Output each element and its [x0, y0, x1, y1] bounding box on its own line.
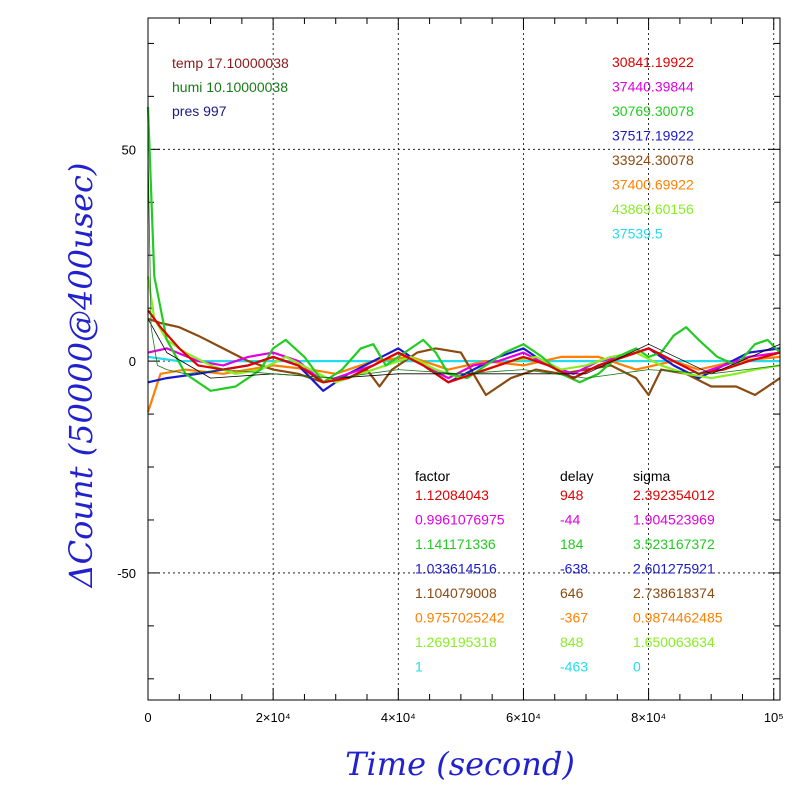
stats-sigma: 1.904523969	[633, 512, 715, 528]
stats-table: factor delay sigma 1.12084043 948 2.392354012…	[415, 468, 723, 675]
stats-sigma: 2.601275921	[633, 561, 715, 577]
stats-factor: 1	[415, 659, 423, 675]
series-group	[146, 106, 781, 413]
stats-sigma: 2.738618374	[633, 585, 715, 601]
stats-factor: 0.9757025242	[415, 610, 505, 626]
stats-factor: 0.9961076975	[415, 512, 505, 528]
y-axis-title: ΔCount (50000@400usec)	[62, 163, 100, 590]
series-line-10	[147, 149, 781, 379]
stats-delay: -638	[560, 561, 588, 577]
stats-header-factor: factor	[415, 468, 450, 484]
series-line-9	[147, 318, 781, 379]
mean-label: 30769.30078	[612, 103, 694, 119]
stats-delay: 948	[560, 487, 584, 503]
x-tick-label: 10⁵	[764, 710, 784, 725]
mean-label: 37440.39844	[612, 79, 694, 95]
x-tick-label: 8×10⁴	[631, 710, 666, 725]
env-label: temp 17.10000038	[172, 55, 289, 71]
environment-labels: temp 17.10000038 humi 10.10000038 pres 997	[172, 55, 289, 119]
stats-delay: -463	[560, 659, 588, 675]
stats-sigma: 0	[633, 659, 641, 675]
mean-label: 37517.19922	[612, 128, 694, 144]
env-label: humi 10.10000038	[172, 79, 288, 95]
stats-sigma: 2.392354012	[633, 487, 715, 503]
mean-label: 30841.19922	[612, 54, 694, 70]
x-tick-label: 6×10⁴	[506, 710, 541, 725]
x-tick-label: 0	[144, 710, 151, 725]
stats-delay: -367	[560, 610, 588, 626]
env-label: pres 997	[172, 103, 227, 119]
y-tick-label: -50	[117, 566, 136, 581]
x-tick-label: 2×10⁴	[256, 710, 291, 725]
stats-sigma: 1.650063634	[633, 634, 715, 650]
x-axis-title: Time (second)	[345, 745, 575, 783]
stats-factor: 1.141171336	[415, 536, 496, 552]
stats-header-delay: delay	[560, 468, 593, 484]
stats-delay: 184	[560, 536, 584, 552]
plot-frame	[147, 17, 781, 701]
stats-factor: 1.033614516	[415, 561, 497, 577]
mean-label: 37400.69922	[612, 177, 694, 193]
series-line-8	[147, 309, 781, 384]
series-line-1	[147, 355, 780, 363]
mean-label: 43869.60156	[612, 201, 694, 217]
stats-factor: 1.104079008	[415, 585, 497, 601]
mean-label: 37539.5	[612, 226, 663, 242]
y-tick-label: 50	[122, 142, 136, 157]
stats-sigma: 0.9874462485	[633, 610, 723, 626]
stats-delay: 646	[560, 585, 584, 601]
stats-header-sigma: sigma	[633, 468, 671, 484]
series-line-2	[146, 355, 781, 413]
x-tick-label: 4×10⁴	[381, 710, 416, 725]
tick-labels: 0 2×10⁴ 4×10⁴ 6×10⁴ 8×10⁴ 10⁵ 50 0 -50	[117, 142, 783, 725]
y-tick-label: 0	[129, 354, 136, 369]
stats-delay: 848	[560, 634, 584, 650]
stats-factor: 1.12084043	[415, 487, 489, 503]
series-line-3	[147, 317, 781, 397]
mean-label: 33924.30078	[612, 152, 694, 168]
stats-factor: 1.269195318	[415, 634, 497, 650]
mean-value-labels: 30841.19922 37440.39844 30769.30078 37517.1…	[612, 54, 694, 242]
stats-delay: -44	[560, 512, 580, 528]
stats-sigma: 3.523167372	[633, 536, 715, 552]
